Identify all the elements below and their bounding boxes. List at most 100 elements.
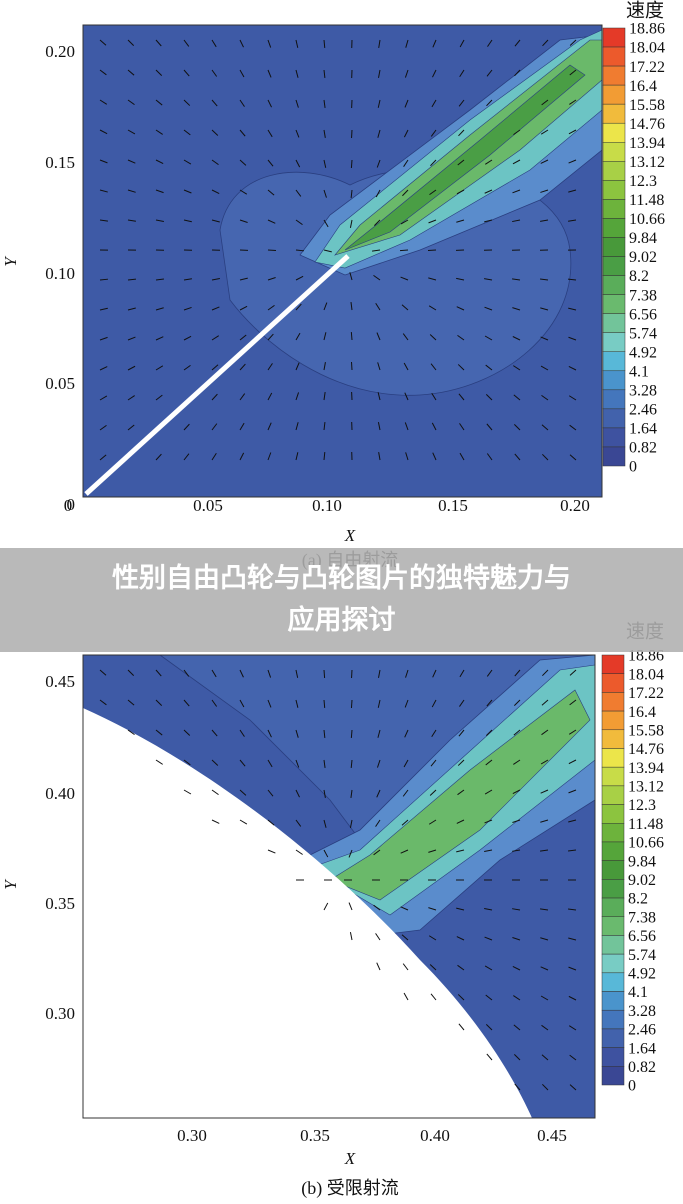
vector: [457, 964, 465, 971]
vector: [430, 993, 437, 1001]
vector: [211, 219, 220, 223]
vector: [512, 849, 521, 852]
colorbar-swatch: [602, 180, 626, 200]
vector: [513, 1024, 521, 1031]
vector: [127, 99, 135, 106]
vector: [404, 99, 409, 108]
colorbar-label: 3.28: [629, 382, 657, 399]
plot-frame: [82, 654, 596, 1119]
vector: [456, 189, 465, 195]
vector: [267, 99, 273, 108]
vector: [267, 363, 273, 371]
colorbar-swatch: [601, 692, 625, 712]
vector: [541, 1024, 549, 1031]
colorbar-label: 0: [628, 1078, 636, 1095]
colorbar-swatch: [601, 972, 625, 992]
contour: [344, 64, 586, 251]
vector: [350, 159, 353, 169]
vector: [99, 699, 107, 706]
vector: [456, 819, 465, 824]
vector: [484, 965, 493, 971]
vector: [376, 332, 381, 341]
vector: [376, 159, 381, 168]
vector: [428, 277, 437, 281]
vector: [400, 276, 409, 281]
colorbar-swatch: [602, 256, 626, 276]
vector: [99, 129, 108, 135]
vector: [459, 39, 465, 48]
x-tick-label: 0.05: [193, 496, 223, 515]
vector: [323, 69, 326, 79]
y-axis-label: Y: [1, 256, 20, 267]
banner-line: 性别自由凸轮与凸轮图片的独特魅力与: [112, 563, 571, 594]
vector: [323, 362, 326, 371]
vector: [295, 159, 301, 168]
vector: [568, 995, 577, 1001]
vector: [405, 452, 409, 461]
vector: [323, 189, 327, 198]
vector: [211, 819, 220, 824]
vector: [569, 69, 577, 76]
vector: [512, 219, 521, 223]
colorbar-swatch: [602, 294, 626, 314]
y-tick-label: 0.10: [45, 264, 75, 283]
vector: [127, 129, 136, 135]
vector: [323, 902, 329, 911]
colorbar-swatch: [602, 275, 626, 295]
colorbar-swatch: [601, 1047, 625, 1067]
vector: [155, 729, 163, 736]
vector: [267, 159, 274, 167]
vector: [183, 759, 191, 766]
vector: [372, 249, 381, 252]
vector: [211, 278, 220, 281]
colorbar-swatch: [601, 654, 625, 674]
colorbar-swatch: [601, 953, 625, 974]
vector: [540, 365, 549, 371]
vector: [431, 699, 437, 708]
vector: [512, 789, 521, 795]
vector: [486, 69, 493, 77]
vector: [512, 336, 521, 341]
vector: [127, 39, 135, 46]
colorbar-swatch: [601, 748, 625, 768]
vectors: [99, 39, 577, 461]
vector: [349, 932, 353, 941]
vector: [541, 699, 549, 706]
vector: [513, 365, 521, 371]
colorbar-label: 9.84: [628, 853, 656, 870]
vector: [484, 189, 493, 194]
vector: [401, 304, 409, 311]
vector: [239, 363, 246, 371]
x-tick-label: 0.40: [420, 1126, 450, 1145]
colorbar-swatch: [601, 1009, 625, 1030]
vector: [540, 966, 549, 971]
vector: [513, 129, 521, 136]
vector: [428, 819, 437, 825]
vector: [99, 395, 108, 401]
colorbar-label: 9.02: [628, 872, 656, 889]
vector: [239, 699, 245, 708]
y-tick-label: 0.05: [45, 374, 75, 393]
vector: [485, 364, 493, 371]
vector: [512, 278, 521, 281]
colorbar-swatch: [601, 785, 625, 805]
vector: [403, 992, 409, 1001]
vector: [183, 219, 192, 223]
vector: [486, 423, 493, 431]
vector: [350, 789, 353, 798]
vector: [348, 849, 353, 858]
vector: [513, 394, 521, 401]
vector: [375, 819, 381, 827]
vector: [239, 129, 246, 137]
vector: [295, 789, 300, 798]
vector: [183, 189, 192, 194]
vector: [239, 789, 247, 796]
vector: [183, 789, 192, 795]
vector: [295, 219, 303, 226]
vector: [458, 1023, 465, 1031]
vector: [211, 393, 218, 401]
vector: [267, 729, 272, 738]
vector: [568, 819, 577, 823]
